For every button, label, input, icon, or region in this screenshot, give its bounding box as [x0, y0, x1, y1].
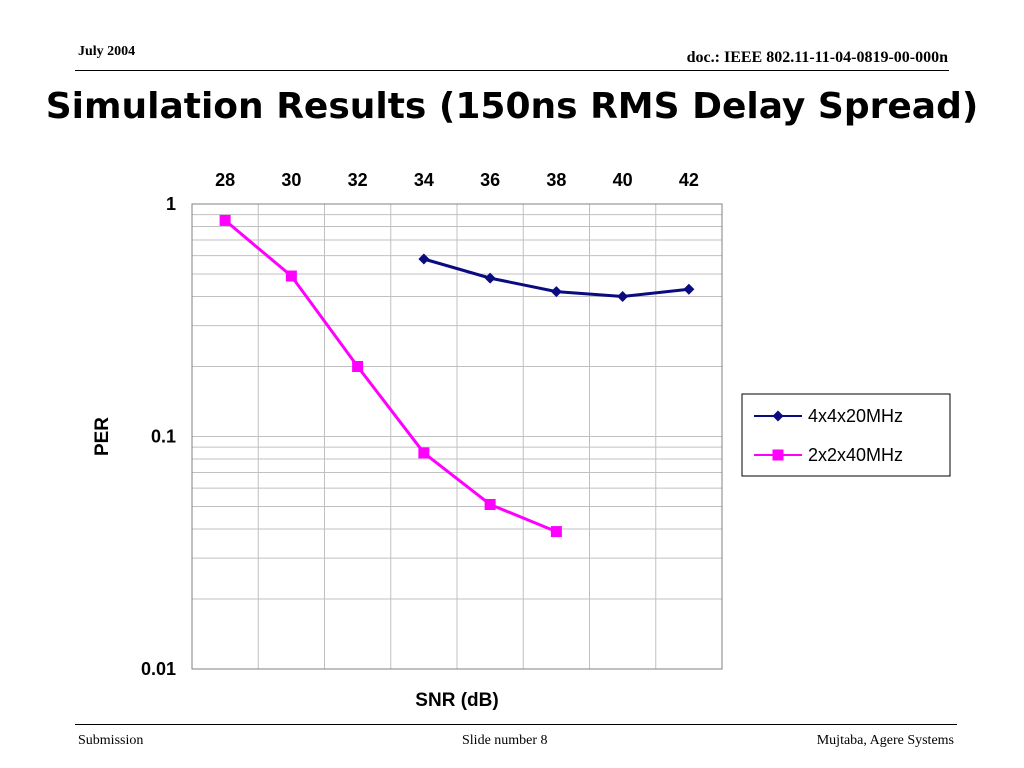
diamond-point — [683, 283, 695, 295]
square-point — [550, 526, 562, 538]
header-date: July 2004 — [78, 44, 136, 59]
diamond-point — [418, 253, 430, 265]
x-axis-title: SNR (dB) — [415, 690, 498, 711]
slide-title: Simulation Results (150ns RMS Delay Spre… — [45, 86, 979, 127]
plot-area-frame — [191, 203, 723, 670]
x-tick-label: 38 — [546, 170, 566, 190]
footer-slide-number: Slide number 8 — [462, 733, 548, 748]
diamond-point — [550, 286, 562, 298]
diamond-point — [617, 291, 629, 303]
y-tick-label: 1 — [166, 194, 176, 214]
header-rule — [75, 70, 949, 71]
x-tick-label: 32 — [348, 170, 368, 190]
y-tick-label: 0.01 — [141, 659, 176, 679]
header-doc-id: doc.: IEEE 802.11-11-04-0819-00-000n — [686, 49, 948, 66]
y-tick-labels: 1 0.1 0.01 — [141, 194, 176, 679]
square-point — [484, 498, 496, 510]
legend-item: 2x2x40MHz — [754, 445, 903, 465]
chart-grid — [192, 204, 722, 669]
legend-item: 4x4x20MHz — [754, 406, 903, 426]
legend-swatch-marker — [772, 449, 784, 461]
legend-box — [741, 393, 951, 477]
x-tick-label: 42 — [679, 170, 699, 190]
footer-author: Mujtaba, Agere Systems — [816, 733, 954, 748]
square-point — [352, 361, 364, 373]
series-line — [224, 219, 557, 533]
x-tick-label: 40 — [613, 170, 633, 190]
x-tick-label: 34 — [414, 170, 434, 190]
y-axis-title: PER — [92, 417, 113, 456]
chart-legend: 4x4x20MHz 2x2x40MHz — [741, 393, 951, 477]
x-tick-label: 28 — [215, 170, 235, 190]
legend-label: 2x2x40MHz — [808, 445, 903, 465]
y-tick-label: 0.1 — [151, 427, 176, 447]
square-point — [418, 447, 430, 459]
x-tick-labels: 28 30 32 34 36 38 40 42 — [215, 170, 699, 190]
diamond-point — [484, 272, 496, 284]
x-tick-label: 36 — [480, 170, 500, 190]
chart-series — [219, 214, 695, 538]
square-point — [219, 214, 231, 226]
square-point — [285, 270, 297, 282]
series-2 — [219, 214, 562, 538]
legend-swatch-marker — [772, 410, 784, 422]
legend-label: 4x4x20MHz — [808, 406, 903, 426]
x-tick-label: 30 — [281, 170, 301, 190]
series-1 — [418, 253, 695, 303]
footer-rule — [75, 724, 957, 725]
footer-submission: Submission — [78, 733, 144, 748]
